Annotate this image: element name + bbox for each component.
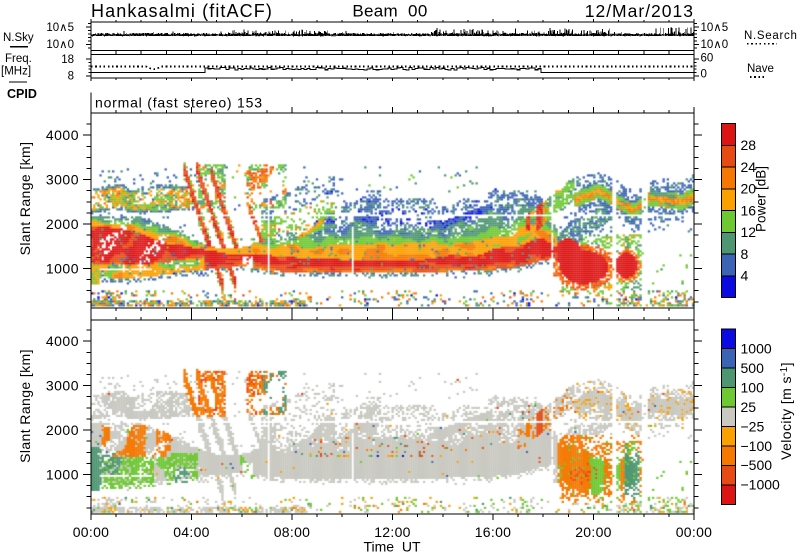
svg-text:Beam 00: Beam 00 (352, 2, 427, 21)
svg-text:16:00: 16:00 (475, 524, 512, 540)
svg-text:25: 25 (741, 399, 757, 415)
svg-text:10∧5: 10∧5 (701, 22, 729, 34)
svg-text:60: 60 (701, 53, 714, 65)
svg-text:00:00: 00:00 (676, 524, 713, 540)
svg-text:1000: 1000 (46, 466, 79, 482)
svg-text:12: 12 (741, 224, 757, 240)
svg-text:10∧5: 10∧5 (46, 22, 74, 34)
svg-text:10∧0: 10∧0 (46, 39, 74, 51)
svg-text:4: 4 (741, 268, 749, 284)
svg-text:normal (fast stereo) 153: normal (fast stereo) 153 (95, 95, 263, 111)
svg-text:Power [dB]: Power [dB] (754, 166, 769, 232)
svg-text:28: 28 (741, 137, 757, 153)
svg-text:1000: 1000 (46, 260, 79, 276)
svg-text:4000: 4000 (46, 333, 79, 349)
svg-text:−100: −100 (741, 438, 773, 454)
svg-text:8: 8 (741, 246, 749, 262)
svg-text:00:00: 00:00 (73, 524, 110, 540)
svg-text:N.Search: N.Search (744, 30, 798, 42)
svg-text:04:00: 04:00 (173, 524, 210, 540)
svg-text:3000: 3000 (46, 377, 79, 393)
svg-text:2000: 2000 (46, 216, 79, 232)
svg-text:16: 16 (741, 202, 757, 218)
svg-text:2000: 2000 (46, 422, 79, 438)
svg-text:8: 8 (68, 71, 74, 83)
svg-text:3000: 3000 (46, 171, 79, 187)
svg-text:12:00: 12:00 (374, 524, 411, 540)
svg-text:Freq.: Freq. (5, 53, 32, 65)
svg-text:Slant Range [km]: Slant Range [km] (17, 349, 33, 463)
svg-text:20:00: 20:00 (575, 524, 612, 540)
svg-text:08:00: 08:00 (274, 524, 311, 540)
svg-text:18: 18 (61, 54, 74, 66)
svg-text:20: 20 (741, 181, 757, 197)
svg-text:500: 500 (741, 360, 765, 376)
svg-text:−25: −25 (741, 418, 765, 434)
svg-text:10∧0: 10∧0 (701, 39, 729, 51)
svg-text:−1000: −1000 (741, 477, 781, 493)
svg-text:Hankasalmi (fitACF): Hankasalmi (fitACF) (91, 1, 273, 21)
svg-text:100: 100 (741, 379, 765, 395)
svg-text:Slant Range [km]: Slant Range [km] (17, 142, 33, 256)
svg-text:1000: 1000 (741, 340, 772, 356)
svg-text:12/Mar/2013: 12/Mar/2013 (585, 1, 694, 21)
svg-text:Velocity [m s-1]: Velocity [m s-1] (778, 362, 794, 460)
svg-text:[MHz]: [MHz] (1, 66, 31, 78)
svg-text:CPID: CPID (7, 87, 37, 101)
svg-text:N.Sky: N.Sky (3, 32, 34, 44)
svg-text:0: 0 (701, 69, 707, 81)
svg-text:Nave: Nave (747, 63, 774, 75)
svg-text:24: 24 (741, 159, 757, 175)
svg-text:4000: 4000 (46, 127, 79, 143)
svg-text:Time UT: Time UT (363, 539, 420, 554)
svg-text:−500: −500 (741, 457, 773, 473)
